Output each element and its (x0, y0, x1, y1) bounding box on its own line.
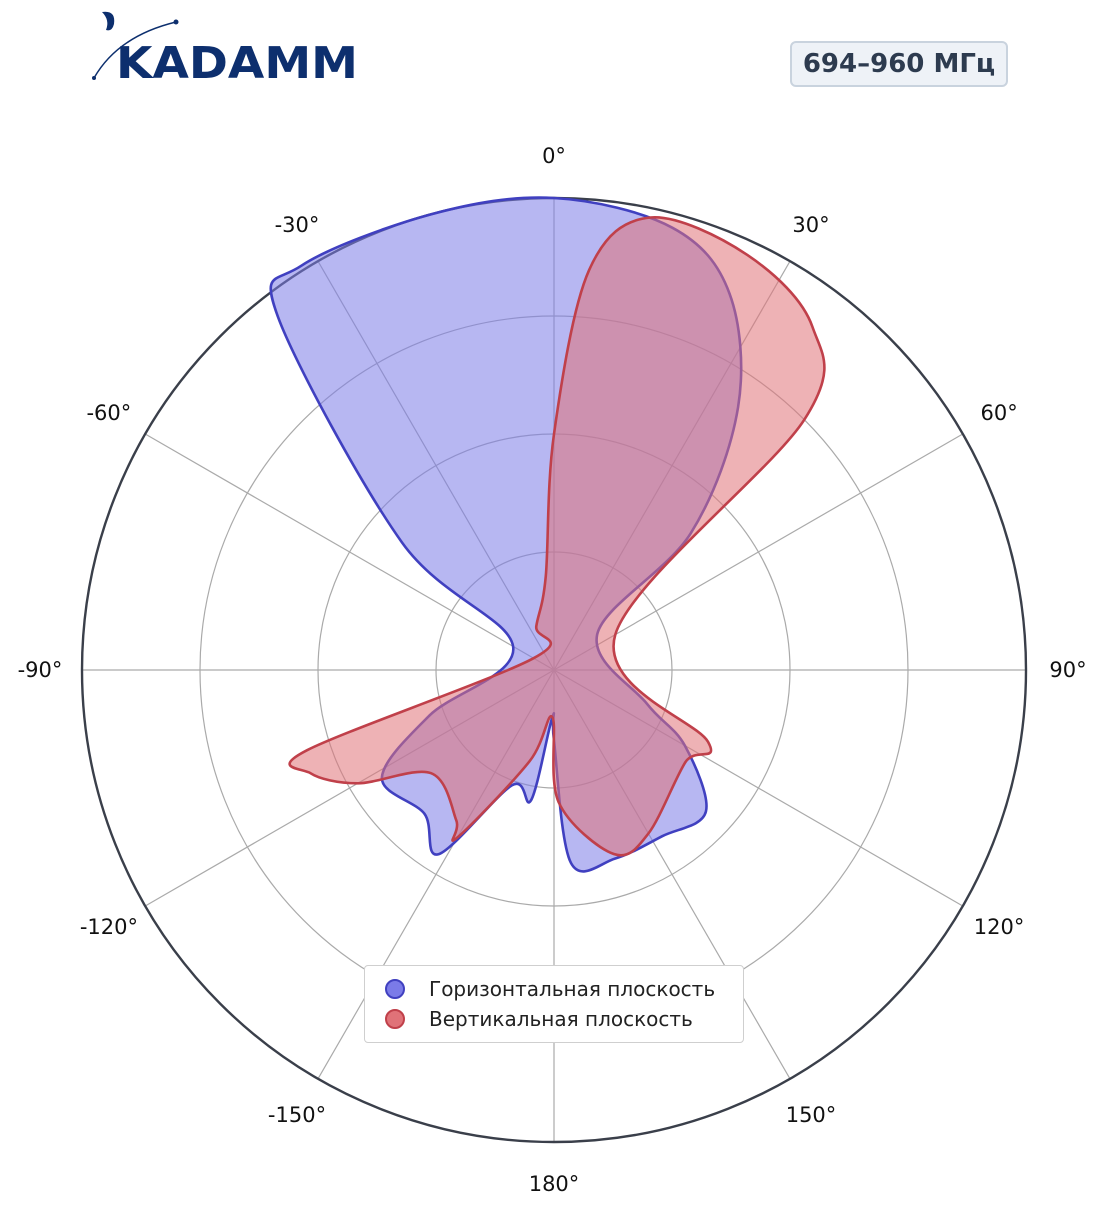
legend-label-vertical: Вертикальная плоскость (429, 1007, 693, 1031)
angle-tick-label: 150° (786, 1103, 837, 1127)
series-layer (269, 196, 826, 873)
frequency-badge: 694–960 МГц (790, 41, 1008, 87)
angle-tick-label: 30° (792, 213, 829, 237)
angle-tick-label: -90° (18, 658, 63, 682)
legend-item-horizontal: Горизонтальная плоскость (385, 977, 715, 1001)
angle-tick-label: -30° (275, 213, 320, 237)
frequency-label: 694–960 МГц (802, 49, 996, 79)
angle-tick-label: 120° (974, 915, 1025, 939)
legend-label-horizontal: Горизонтальная плоскость (429, 977, 716, 1001)
legend-marker-horizontal (385, 979, 405, 999)
angle-tick-label: 60° (980, 401, 1017, 425)
legend-item-vertical: Вертикальная плоскость (385, 1007, 693, 1031)
grid-spoke (144, 433, 555, 671)
angle-tick-label: -120° (80, 915, 138, 939)
grid-spoke (553, 433, 964, 671)
logo-text: KADAMM (116, 38, 358, 86)
angle-tick-label: 0° (542, 144, 566, 168)
series-vertical-pattern (288, 216, 826, 857)
angle-tick-label: 180° (529, 1172, 580, 1196)
angle-tick-label: 90° (1049, 658, 1086, 682)
angle-tick-label: -60° (86, 401, 131, 425)
angle-tick-label: -150° (268, 1103, 326, 1127)
legend-marker-vertical (385, 1009, 405, 1029)
legend: Горизонтальная плоскость Вертикальная пл… (364, 965, 744, 1043)
angle-tick-labels: 0° 30° 60° 90° 120° 150° 180° -150° -120° -90° -60… (18, 144, 1087, 1196)
kadamm-logo: KADAMM (92, 11, 358, 86)
